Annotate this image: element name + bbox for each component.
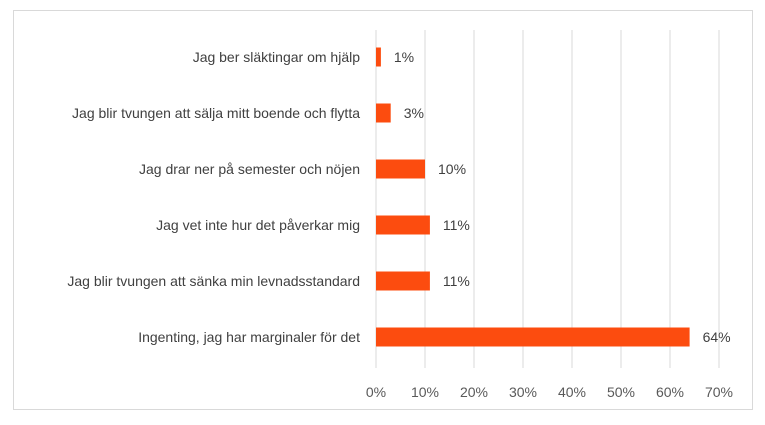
- category-label: Jag drar ner på semester och nöjen: [139, 161, 360, 177]
- bar: [376, 47, 381, 67]
- bar: [376, 215, 430, 235]
- bar: [376, 327, 690, 347]
- x-tick-label: 40%: [558, 384, 586, 400]
- value-label: 11%: [443, 273, 470, 289]
- category-label: Jag blir tvungen att sänka min levnadsst…: [67, 273, 360, 289]
- category-label: Ingenting, jag har marginaler för det: [138, 329, 360, 345]
- grid-lines: [375, 30, 720, 368]
- bars: [376, 47, 690, 347]
- bar: [376, 103, 391, 123]
- value-labels: 1% 3% 10% 11% 11% 64%: [394, 49, 731, 345]
- x-axis-ticks: 0% 10% 20% 30% 40% 50% 60% 70%: [366, 384, 733, 400]
- value-label: 64%: [703, 329, 731, 345]
- value-label: 11%: [443, 217, 470, 233]
- value-label: 1%: [394, 49, 414, 65]
- x-tick-label: 0%: [366, 384, 386, 400]
- x-tick-label: 10%: [411, 384, 439, 400]
- category-label: Jag blir tvungen att sälja mitt boende o…: [72, 105, 360, 121]
- x-tick-label: 20%: [460, 384, 488, 400]
- value-label: 3%: [404, 105, 424, 121]
- category-label: Jag vet inte hur det påverkar mig: [156, 217, 360, 233]
- x-tick-label: 30%: [509, 384, 537, 400]
- x-tick-label: 70%: [705, 384, 733, 400]
- bar: [376, 271, 430, 291]
- value-label: 10%: [438, 161, 466, 177]
- category-labels: Jag ber släktingar om hjälp Jag blir tvun…: [67, 49, 360, 345]
- x-tick-label: 50%: [607, 384, 635, 400]
- x-tick-label: 60%: [656, 384, 684, 400]
- bar: [376, 159, 425, 179]
- category-label: Jag ber släktingar om hjälp: [193, 49, 361, 65]
